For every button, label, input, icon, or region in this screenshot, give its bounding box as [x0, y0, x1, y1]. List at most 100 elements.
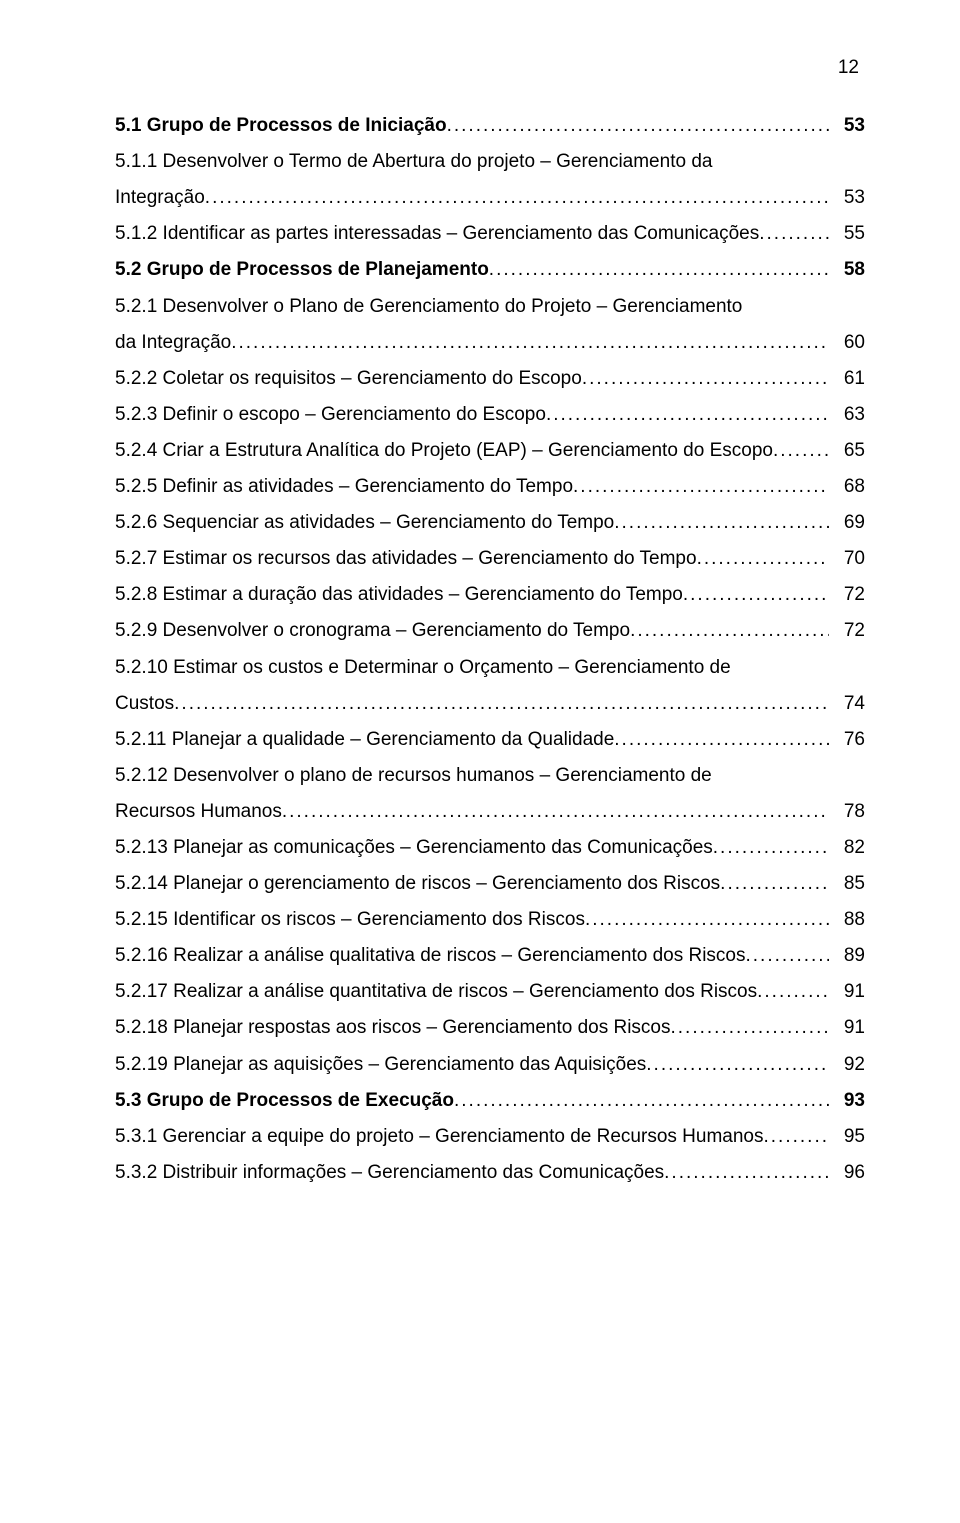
- toc-entry-page: 60: [829, 325, 865, 361]
- toc-entry-label: 5.2.10 Estimar os custos e Determinar o …: [115, 650, 865, 686]
- toc-leader: [683, 577, 829, 613]
- toc-entry-label: 5.2.8 Estimar a duração das atividades –…: [115, 577, 683, 613]
- toc-entry-page: 53: [829, 180, 865, 216]
- toc-entry-page: 53: [829, 108, 865, 144]
- toc-leader: [489, 252, 829, 288]
- toc-entry-cont-label: Recursos Humanos: [115, 794, 282, 830]
- toc-entry: 5.2.5 Definir as atividades – Gerenciame…: [115, 469, 865, 505]
- toc-entry: 5.2.4 Criar a Estrutura Analítica do Pro…: [115, 433, 865, 469]
- toc-leader: [697, 541, 829, 577]
- toc-entry-label: 5.2 Grupo de Processos de Planejamento: [115, 252, 489, 288]
- toc-entry-label: 5.1.1 Desenvolver o Termo de Abertura do…: [115, 144, 865, 180]
- toc-entry-page: 95: [829, 1119, 865, 1155]
- toc-entry: 5.2.2 Coletar os requisitos – Gerenciame…: [115, 361, 865, 397]
- toc-entry-label: 5.3.2 Distribuir informações – Gerenciam…: [115, 1155, 664, 1191]
- toc-entry-page: 92: [829, 1047, 865, 1083]
- toc-leader: [573, 469, 829, 505]
- toc-entry-label: 5.2.11 Planejar a qualidade – Gerenciame…: [115, 722, 614, 758]
- toc-entry-label: 5.2.13 Planejar as comunicações – Gerenc…: [115, 830, 713, 866]
- toc-leader: [713, 830, 829, 866]
- toc-entry-label: 5.1 Grupo de Processos de Iniciação: [115, 108, 447, 144]
- toc-entry-label: 5.2.18 Planejar respostas aos riscos – G…: [115, 1010, 671, 1046]
- toc-entry-label: 5.3.1 Gerenciar a equipe do projeto – Ge…: [115, 1119, 764, 1155]
- toc-entry-page: 69: [829, 505, 865, 541]
- toc-entry-label: 5.3 Grupo de Processos de Execução: [115, 1083, 454, 1119]
- toc-entry-page: 65: [829, 433, 865, 469]
- toc-leader: [614, 505, 829, 541]
- toc-entry-continuation: Integração 53: [115, 180, 865, 216]
- toc-entry-page: 61: [829, 361, 865, 397]
- toc-entry: 5.2.18 Planejar respostas aos riscos – G…: [115, 1010, 865, 1046]
- toc-leader: [759, 216, 829, 252]
- toc-entry-page: 88: [829, 902, 865, 938]
- toc-entry: 5.2.9 Desenvolver o cronograma – Gerenci…: [115, 613, 865, 649]
- toc-entry-page: 91: [829, 1010, 865, 1046]
- toc-entry: 5.3.1 Gerenciar a equipe do projeto – Ge…: [115, 1119, 865, 1155]
- toc-entry-page: 68: [829, 469, 865, 505]
- toc-entry: 5.2.12 Desenvolver o plano de recursos h…: [115, 758, 865, 794]
- toc-leader: [582, 361, 829, 397]
- toc-entry: 5.1 Grupo de Processos de Iniciação 53: [115, 108, 865, 144]
- toc-entry-page: 72: [829, 613, 865, 649]
- toc-entry: 5.2.14 Planejar o gerenciamento de risco…: [115, 866, 865, 902]
- toc-entry-page: 96: [829, 1155, 865, 1191]
- toc-leader: [231, 325, 829, 361]
- toc-entry-page: 85: [829, 866, 865, 902]
- toc-entry-label: 5.2.5 Definir as atividades – Gerenciame…: [115, 469, 573, 505]
- toc-leader: [664, 1155, 829, 1191]
- toc-entry: 5.2.19 Planejar as aquisições – Gerencia…: [115, 1047, 865, 1083]
- toc-entry-cont-label: Integração: [115, 180, 205, 216]
- toc-entry: 5.2.10 Estimar os custos e Determinar o …: [115, 650, 865, 686]
- toc-entry-page: 76: [829, 722, 865, 758]
- toc-leader: [773, 433, 829, 469]
- toc-entry: 5.2.17 Realizar a análise quantitativa d…: [115, 974, 865, 1010]
- toc-entry: 5.3.2 Distribuir informações – Gerenciam…: [115, 1155, 865, 1191]
- toc-leader: [614, 722, 829, 758]
- toc-leader: [646, 1047, 829, 1083]
- toc-leader: [454, 1083, 829, 1119]
- toc-leader: [746, 938, 830, 974]
- toc-entry-label: 5.1.2 Identificar as partes interessadas…: [115, 216, 759, 252]
- toc-entry-label: 5.2.17 Realizar a análise quantitativa d…: [115, 974, 757, 1010]
- toc-entry-page: 70: [829, 541, 865, 577]
- toc-entry-page: 55: [829, 216, 865, 252]
- toc-entry-page: 58: [829, 252, 865, 288]
- toc-leader: [630, 613, 829, 649]
- toc-entry: 5.2.11 Planejar a qualidade – Gerenciame…: [115, 722, 865, 758]
- toc-entry-page: 72: [829, 577, 865, 613]
- toc-entry: 5.1.2 Identificar as partes interessadas…: [115, 216, 865, 252]
- toc-leader: [764, 1119, 830, 1155]
- toc-entry: 5.2.7 Estimar os recursos das atividades…: [115, 541, 865, 577]
- toc-entry-page: 78: [829, 794, 865, 830]
- toc-entry-label: 5.2.7 Estimar os recursos das atividades…: [115, 541, 697, 577]
- toc-entry-cont-label: Custos: [115, 686, 174, 722]
- toc-entry-page: 93: [829, 1083, 865, 1119]
- toc-entry-label: 5.2.19 Planejar as aquisições – Gerencia…: [115, 1047, 646, 1083]
- toc-entry: 5.2.15 Identificar os riscos – Gerenciam…: [115, 902, 865, 938]
- toc-entry: 5.2.16 Realizar a análise qualitativa de…: [115, 938, 865, 974]
- toc-leader: [720, 866, 829, 902]
- toc-entry-label: 5.2.9 Desenvolver o cronograma – Gerenci…: [115, 613, 630, 649]
- toc-entry-label: 5.2.4 Criar a Estrutura Analítica do Pro…: [115, 433, 773, 469]
- toc-entry: 5.1.1 Desenvolver o Termo de Abertura do…: [115, 144, 865, 180]
- toc-entry-label: 5.2.14 Planejar o gerenciamento de risco…: [115, 866, 720, 902]
- toc-entry-continuation: Custos 74: [115, 686, 865, 722]
- toc-entry-label: 5.2.12 Desenvolver o plano de recursos h…: [115, 758, 865, 794]
- toc-leader: [546, 397, 829, 433]
- toc-entry-continuation: da Integração 60: [115, 325, 865, 361]
- toc-leader: [174, 686, 829, 722]
- toc-entry-label: 5.2.15 Identificar os riscos – Gerenciam…: [115, 902, 585, 938]
- toc-entry-label: 5.2.16 Realizar a análise qualitativa de…: [115, 938, 746, 974]
- toc-entry-continuation: Recursos Humanos 78: [115, 794, 865, 830]
- toc-entry: 5.2.8 Estimar a duração das atividades –…: [115, 577, 865, 613]
- page-number: 12: [115, 50, 865, 86]
- toc-entry: 5.2.6 Sequenciar as atividades – Gerenci…: [115, 505, 865, 541]
- toc-entry: 5.2.13 Planejar as comunicações – Gerenc…: [115, 830, 865, 866]
- toc-leader: [585, 902, 829, 938]
- toc-leader: [671, 1010, 830, 1046]
- toc-entry-cont-label: da Integração: [115, 325, 231, 361]
- toc-leader: [282, 794, 829, 830]
- toc-entry-label: 5.2.3 Definir o escopo – Gerenciamento d…: [115, 397, 546, 433]
- toc-entry-page: 74: [829, 686, 865, 722]
- toc-entry-page: 91: [829, 974, 865, 1010]
